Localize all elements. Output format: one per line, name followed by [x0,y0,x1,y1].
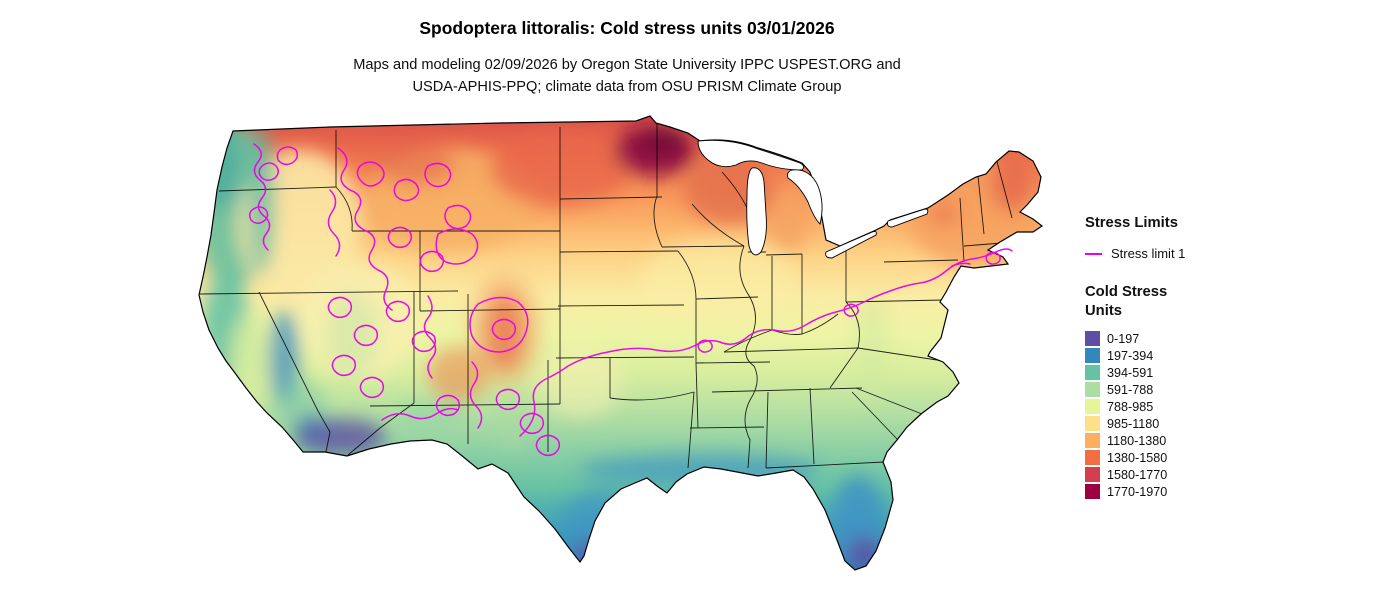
subtitle-line-2: USDA-APHIS-PPQ; climate data from OSU PR… [412,79,842,95]
legend-class-label: 197-394 [1107,348,1154,363]
lake-erie [825,230,877,259]
lake-ontario [887,208,929,228]
legend-class-row: 985-1180 [1085,415,1260,432]
legend-class-row: 1180-1380 [1085,432,1260,449]
legend-class-row: 197-394 [1085,347,1260,364]
legend-swatch [1085,331,1100,346]
legend-class-label: 1180-1380 [1107,433,1167,448]
legend-class-label: 985-1180 [1107,416,1160,431]
legend-swatch [1085,484,1100,499]
legend-class-row: 0-197 [1085,330,1260,347]
subtitle: Maps and modeling 02/09/2026 by Oregon S… [0,54,1254,98]
stress-limits-heading: Stress Limits [1085,215,1178,231]
raster-fill [199,116,1042,570]
legend-swatch [1085,348,1100,363]
legend-class-label: 1770-1970 [1107,484,1168,499]
legend-class-row: 1580-1770 [1085,466,1260,483]
lake-michigan [746,167,767,256]
legend-class-label: 1580-1770 [1107,467,1168,482]
legend-swatch [1085,416,1100,431]
lake-huron [787,169,823,225]
cold-stress-classes: 0-197 197-394 394-591 591-788 788-985 98… [1085,330,1260,500]
great-lakes [697,139,929,259]
legend-panel: Stress Limits Stress limit 1 Cold Stress… [1085,214,1260,500]
cold-stress-heading: Cold Stress Units [1085,284,1168,319]
legend-swatch [1085,433,1100,448]
legend-class-label: 788-985 [1107,399,1154,414]
subtitle-line-1: Maps and modeling 02/09/2026 by Oregon S… [353,57,901,73]
legend-class-label: 591-788 [1107,382,1154,397]
legend-swatch [1085,382,1100,397]
legend-class-row: 1770-1970 [1085,483,1260,500]
legend-class-row: 1380-1580 [1085,449,1260,466]
legend-swatch [1085,365,1100,380]
legend-class-label: 394-591 [1107,365,1154,380]
legend-swatch [1085,467,1100,482]
legend-class-label: 0-197 [1107,331,1140,346]
stress-limit-contours [248,143,1013,457]
legend-class-row: 394-591 [1085,364,1260,381]
legend-class-row: 788-985 [1085,398,1260,415]
us-outline [198,115,1044,571]
legend-swatch [1085,399,1100,414]
stress-limit-item: Stress limit 1 [1085,246,1260,261]
stress-limit-label: Stress limit 1 [1111,246,1186,261]
state-borders [199,122,1013,469]
stress-limit-line-sample [1085,252,1102,255]
legend-class-row: 591-788 [1085,381,1260,398]
lake-superior [697,139,805,171]
legend-class-label: 1380-1580 [1107,450,1168,465]
legend-swatch [1085,450,1100,465]
page-title: Spodoptera littoralis: Cold stress units… [419,18,835,38]
